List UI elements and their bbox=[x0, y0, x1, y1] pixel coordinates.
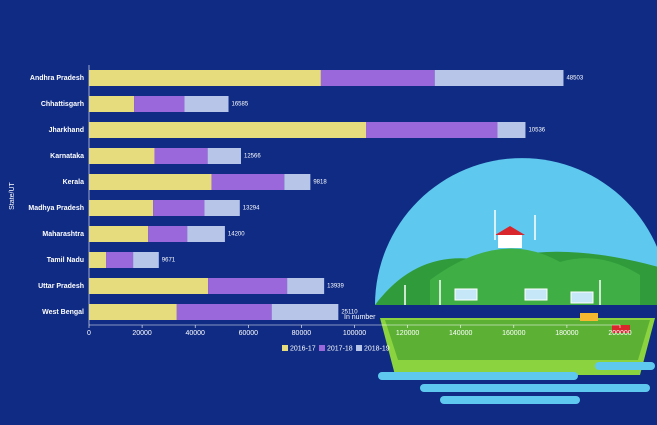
value-label: 13939 bbox=[327, 284, 344, 290]
bar-segment bbox=[208, 278, 288, 294]
legend-swatch bbox=[319, 345, 325, 351]
x-tick-label: 120000 bbox=[396, 330, 419, 337]
bar-segment bbox=[89, 252, 107, 268]
bar-segment bbox=[106, 252, 134, 268]
y-tick-label: Madhya Pradesh bbox=[28, 205, 84, 212]
bar-segment bbox=[434, 70, 564, 86]
bar-segment bbox=[284, 174, 311, 190]
bar-segment bbox=[133, 252, 159, 268]
bar-segment bbox=[204, 200, 240, 216]
y-tick-label: Kerala bbox=[63, 179, 85, 186]
bar-segment bbox=[89, 122, 367, 138]
value-label: 14200 bbox=[228, 232, 245, 238]
value-label: 10536 bbox=[528, 128, 545, 134]
y-axis-label: State/UT bbox=[9, 181, 16, 209]
y-tick-label: Uttar Pradesh bbox=[38, 283, 84, 290]
x-tick-label: 200000 bbox=[608, 330, 631, 337]
legend-swatch bbox=[282, 345, 288, 351]
bar-segment bbox=[89, 96, 135, 112]
x-tick-label: 20000 bbox=[132, 330, 152, 337]
y-tick-label: Karnataka bbox=[50, 153, 84, 160]
bar-segment bbox=[134, 96, 185, 112]
bar-segment bbox=[154, 148, 208, 164]
bar-segment bbox=[153, 200, 205, 216]
y-tick-label: Tamil Nadu bbox=[47, 257, 84, 264]
y-tick-label: Jharkhand bbox=[49, 127, 84, 134]
bar-segment bbox=[184, 96, 229, 112]
bar-segment bbox=[89, 174, 212, 190]
value-label: 48503 bbox=[566, 76, 583, 82]
bar-segment bbox=[187, 226, 225, 242]
value-label: 9671 bbox=[162, 258, 176, 264]
x-tick-label: 100000 bbox=[343, 330, 366, 337]
legend-label: 2016-17 bbox=[290, 345, 316, 352]
y-tick-label: West Bengal bbox=[42, 309, 84, 316]
y-tick-label: Maharashtra bbox=[42, 231, 84, 238]
x-tick-label: 80000 bbox=[292, 330, 312, 337]
legend-label: 2018-19 bbox=[364, 345, 390, 352]
value-label: 25110 bbox=[341, 310, 358, 316]
x-tick-label: 60000 bbox=[239, 330, 259, 337]
bar-segment bbox=[320, 70, 435, 86]
bar-segment bbox=[176, 304, 272, 320]
legend-swatch bbox=[356, 345, 362, 351]
bar-segment bbox=[89, 278, 209, 294]
y-tick-label: Andhra Pradesh bbox=[30, 75, 84, 82]
bar-segment bbox=[89, 226, 149, 242]
x-tick-label: 160000 bbox=[502, 330, 525, 337]
bar-segment bbox=[211, 174, 285, 190]
x-tick-label: 40000 bbox=[185, 330, 205, 337]
bar-segment bbox=[287, 278, 325, 294]
plot: 0 20000 40000 60000 80000 100000 120000 140000 1… bbox=[28, 65, 632, 352]
value-label: 16585 bbox=[232, 102, 249, 108]
x-axis-label: In number bbox=[344, 314, 376, 321]
bar-segment bbox=[89, 200, 154, 216]
bar-segment bbox=[497, 122, 526, 138]
value-label: 9818 bbox=[313, 180, 327, 186]
bar-segment bbox=[89, 148, 155, 164]
x-tick-label: 140000 bbox=[449, 330, 472, 337]
bar-segment bbox=[89, 70, 321, 86]
value-label: 13294 bbox=[243, 206, 260, 212]
illustration bbox=[375, 158, 657, 404]
x-tick-label: 0 bbox=[87, 330, 91, 337]
legend-label: 2017-18 bbox=[327, 345, 353, 352]
bar-segment bbox=[366, 122, 498, 138]
value-label: 12566 bbox=[244, 154, 261, 160]
bar-segment bbox=[207, 148, 241, 164]
bar-segment bbox=[271, 304, 339, 320]
x-tick-label: 180000 bbox=[555, 330, 578, 337]
bar-segment bbox=[89, 304, 177, 320]
bar-segment bbox=[148, 226, 188, 242]
y-tick-label: Chhattisgarh bbox=[41, 101, 84, 108]
